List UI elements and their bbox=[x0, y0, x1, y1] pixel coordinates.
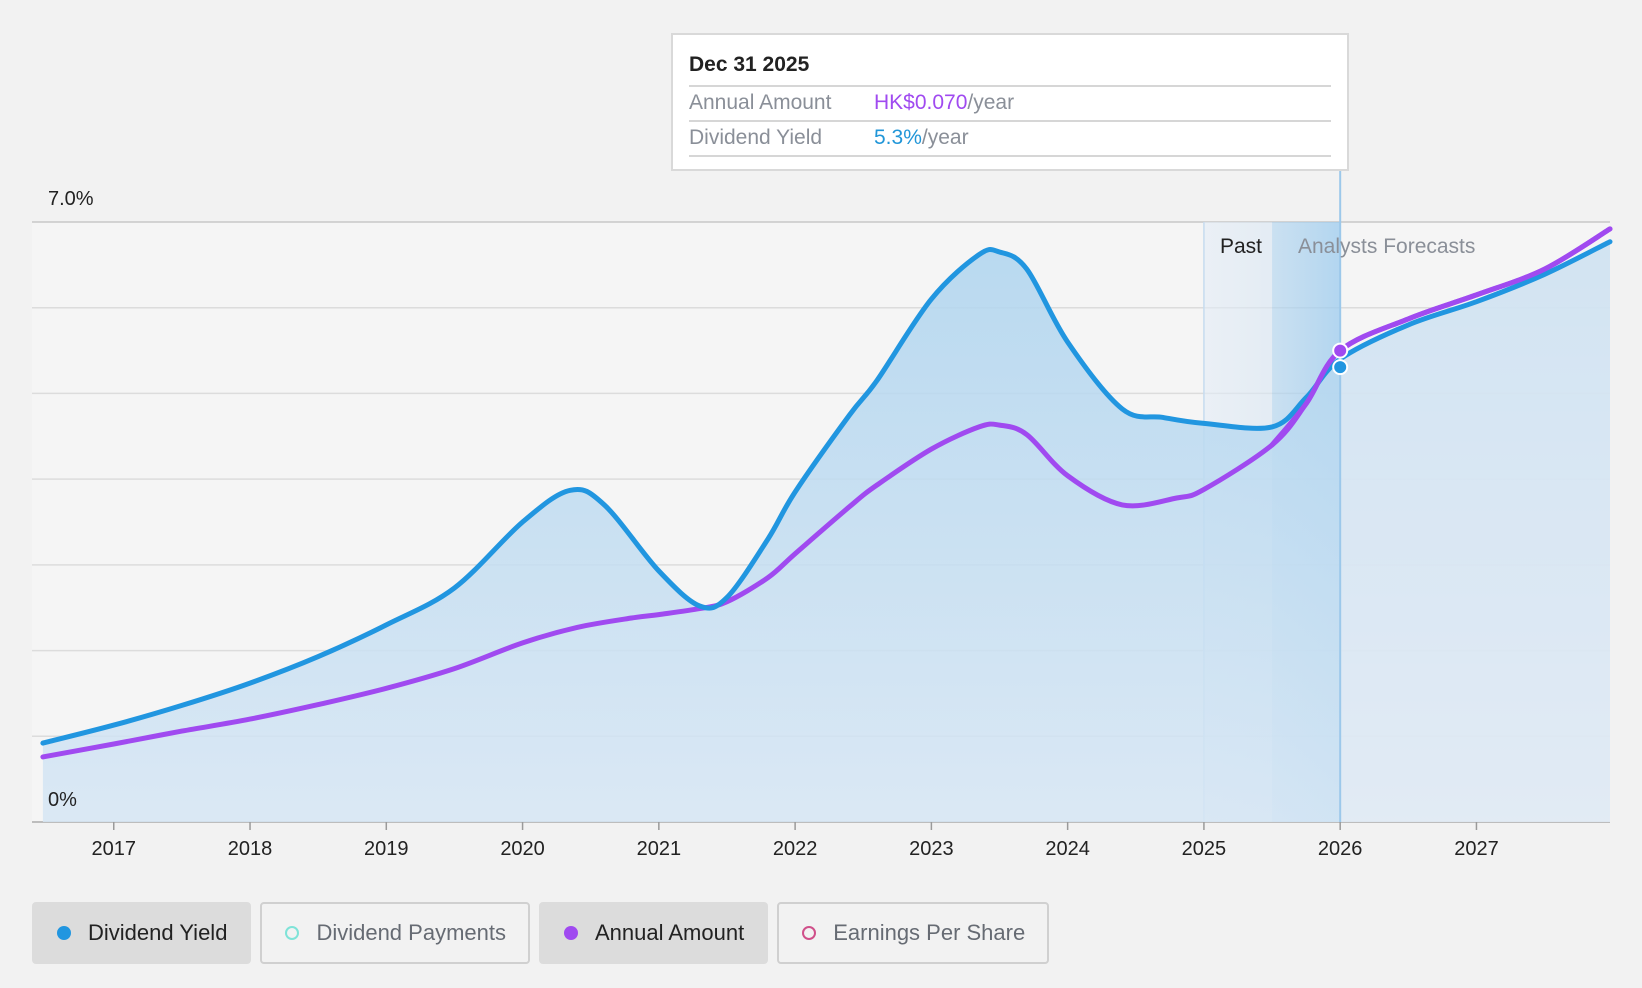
legend-earnings-per-share-button[interactable]: Earnings Per Share bbox=[777, 902, 1050, 964]
y-axis-bottom-label: 0% bbox=[48, 789, 77, 811]
y-axis-top-label: 7.0% bbox=[48, 188, 94, 210]
forecast-region-label: Analysts Forecasts bbox=[1298, 235, 1475, 258]
forecast-area-overlay bbox=[1340, 241, 1610, 822]
dividend-yield-line bbox=[40, 239, 1613, 746]
legend-earnings-per-share-label: Earnings Per Share bbox=[833, 920, 1026, 945]
tooltip-annual-amount-label: Annual Amount bbox=[689, 91, 832, 114]
x-tick-label: 2027 bbox=[1454, 838, 1499, 860]
tooltip: Dec 31 2025 Annual Amount HK$0.070 /year… bbox=[671, 33, 1349, 171]
tooltip-dividend-yield-value: 5.3% bbox=[874, 126, 922, 149]
tooltip-annual-amount-unit: /year bbox=[967, 91, 1015, 114]
legend-dividend-yield-button[interactable]: Dividend Yield bbox=[32, 902, 252, 964]
x-tick-label: 2026 bbox=[1318, 838, 1363, 860]
legend-dividend-payments-label: Dividend Payments bbox=[316, 920, 506, 945]
x-tick-label: 2023 bbox=[909, 838, 954, 860]
tooltip-dividend-yield-row: Dividend Yield 5.3% /year bbox=[689, 122, 1331, 157]
x-tick-label: 2021 bbox=[637, 838, 682, 860]
legend-annual-amount-label: Annual Amount bbox=[594, 920, 745, 945]
x-tick-label: 2018 bbox=[228, 838, 273, 860]
legend-annual-amount-button[interactable]: Annual Amount bbox=[538, 902, 769, 964]
dividend-yield-marker bbox=[1332, 359, 1349, 376]
x-tick-label: 2019 bbox=[364, 838, 409, 860]
annual-amount-marker bbox=[1332, 342, 1349, 359]
dividend-payments-ring-icon bbox=[285, 926, 300, 940]
past-region-label: Past bbox=[1220, 235, 1262, 258]
legend: Dividend Yield Dividend Payments Annual … bbox=[32, 902, 1050, 964]
dividend-yield-dot-icon bbox=[57, 926, 71, 940]
tooltip-annual-amount-value: HK$0.070 bbox=[874, 91, 968, 114]
x-tick-label: 2017 bbox=[92, 838, 137, 860]
tooltip-dividend-yield-unit: /year bbox=[921, 126, 969, 149]
tooltip-date: Dec 31 2025 bbox=[689, 35, 1331, 87]
tooltip-annual-amount-row: Annual Amount HK$0.070 /year bbox=[689, 87, 1331, 122]
tooltip-dividend-yield-label: Dividend Yield bbox=[689, 126, 823, 149]
legend-dividend-payments-button[interactable]: Dividend Payments bbox=[260, 902, 530, 964]
x-tick-label: 2024 bbox=[1045, 838, 1090, 860]
x-tick-label: 2022 bbox=[773, 838, 818, 860]
annual-amount-forecast-line bbox=[1269, 226, 1613, 448]
annual-amount-dot-icon bbox=[563, 926, 578, 940]
x-tick-label: 2025 bbox=[1182, 838, 1227, 860]
x-tick-label: 2020 bbox=[500, 838, 545, 860]
legend-dividend-yield-label: Dividend Yield bbox=[88, 920, 228, 945]
earnings-per-share-ring-icon bbox=[802, 926, 817, 940]
